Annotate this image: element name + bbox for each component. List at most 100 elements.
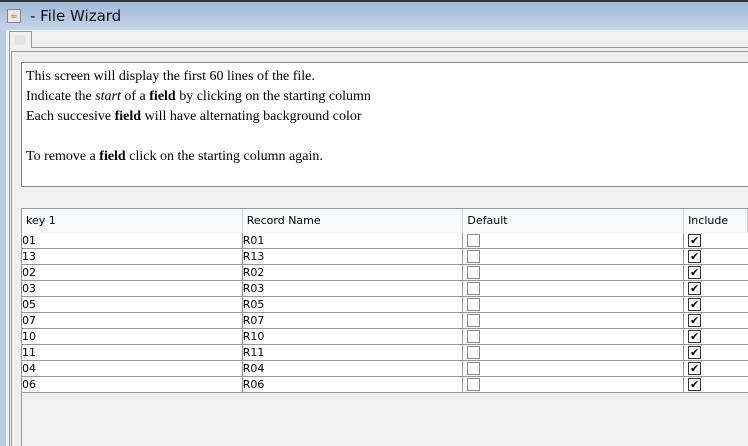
include-checkbox[interactable]: ✔ bbox=[688, 282, 702, 295]
title-bar: ☕ - File Wizard bbox=[0, 0, 748, 30]
text-segment: start bbox=[95, 89, 121, 104]
key-cell[interactable]: 02 bbox=[22, 265, 243, 280]
text-segment: Indicate the bbox=[26, 89, 96, 104]
default-cell[interactable] bbox=[463, 297, 685, 312]
default-cell[interactable] bbox=[463, 329, 685, 344]
default-checkbox[interactable] bbox=[467, 378, 481, 391]
record-name-cell[interactable]: R02 bbox=[243, 265, 464, 280]
key-cell[interactable]: 05 bbox=[22, 297, 243, 312]
default-cell[interactable] bbox=[463, 361, 685, 376]
default-checkbox[interactable] bbox=[467, 346, 481, 359]
table-row[interactable]: 02 R02 ✔ bbox=[22, 265, 748, 281]
records-table: key 1 Record Name Default Include 01 R01… bbox=[21, 208, 748, 446]
key-cell[interactable]: 03 bbox=[22, 281, 243, 296]
text-segment: field bbox=[99, 149, 126, 164]
text-segment: click on the starting column again. bbox=[125, 149, 323, 164]
default-cell[interactable] bbox=[463, 345, 685, 360]
table-row[interactable]: 05 R05 ✔ bbox=[22, 297, 748, 313]
key-cell[interactable]: 04 bbox=[22, 361, 243, 376]
tab-icon bbox=[15, 35, 25, 45]
instruction-line bbox=[26, 127, 744, 147]
include-cell[interactable]: ✔ bbox=[684, 265, 748, 280]
text-segment: will have alternating background color bbox=[141, 109, 362, 124]
include-cell[interactable]: ✔ bbox=[684, 329, 748, 344]
tab[interactable] bbox=[9, 31, 32, 48]
table-row[interactable]: 13 R13 ✔ bbox=[22, 249, 748, 265]
table-row[interactable]: 01 R01 ✔ bbox=[22, 233, 748, 249]
default-checkbox[interactable] bbox=[467, 266, 481, 279]
default-checkbox[interactable] bbox=[467, 314, 481, 327]
default-checkbox[interactable] bbox=[467, 298, 481, 311]
window-title: - File Wizard bbox=[30, 7, 122, 25]
include-checkbox[interactable]: ✔ bbox=[688, 362, 702, 375]
record-name-cell[interactable]: R10 bbox=[243, 329, 464, 344]
text-segment: field bbox=[149, 89, 176, 104]
default-cell[interactable] bbox=[463, 377, 685, 392]
default-checkbox[interactable] bbox=[467, 250, 481, 263]
default-cell[interactable] bbox=[463, 249, 685, 264]
column-header-record-name[interactable]: Record Name bbox=[243, 209, 464, 233]
key-cell[interactable]: 11 bbox=[22, 345, 243, 360]
record-name-cell[interactable]: R11 bbox=[243, 345, 464, 360]
include-cell[interactable]: ✔ bbox=[684, 297, 748, 312]
default-cell[interactable] bbox=[463, 265, 685, 280]
include-checkbox[interactable]: ✔ bbox=[688, 346, 702, 359]
include-cell[interactable]: ✔ bbox=[684, 377, 748, 392]
default-cell[interactable] bbox=[463, 233, 685, 248]
column-header-key[interactable]: key 1 bbox=[22, 209, 243, 233]
include-checkbox[interactable]: ✔ bbox=[688, 330, 702, 343]
key-cell[interactable]: 13 bbox=[22, 249, 243, 264]
key-cell[interactable]: 07 bbox=[22, 313, 243, 328]
instruction-line: To remove a field click on the starting … bbox=[26, 147, 744, 167]
include-checkbox[interactable]: ✔ bbox=[688, 298, 702, 311]
table-row[interactable]: 03 R03 ✔ bbox=[22, 281, 748, 297]
default-cell[interactable] bbox=[463, 313, 685, 328]
text-segment: This screen will display the first 60 li… bbox=[26, 69, 315, 84]
text-segment: Each succesive bbox=[26, 109, 115, 124]
record-name-cell[interactable]: R06 bbox=[243, 377, 464, 392]
include-cell[interactable]: ✔ bbox=[684, 313, 748, 328]
default-checkbox[interactable] bbox=[467, 330, 481, 343]
java-icon[interactable]: ☕ bbox=[7, 9, 21, 23]
include-checkbox[interactable]: ✔ bbox=[688, 378, 702, 391]
include-cell[interactable]: ✔ bbox=[684, 233, 748, 248]
include-checkbox[interactable]: ✔ bbox=[688, 314, 702, 327]
text-segment: To remove a bbox=[26, 149, 100, 164]
table-header: key 1 Record Name Default Include bbox=[22, 209, 748, 233]
table-row[interactable]: 11 R11 ✔ bbox=[22, 345, 748, 361]
include-cell[interactable]: ✔ bbox=[684, 345, 748, 360]
record-name-cell[interactable]: R05 bbox=[243, 297, 464, 312]
text-segment: of a bbox=[120, 89, 150, 104]
key-cell[interactable]: 06 bbox=[22, 377, 243, 392]
default-checkbox[interactable] bbox=[467, 362, 481, 375]
text-segment: by clicking on the starting column bbox=[175, 89, 371, 104]
key-cell[interactable]: 10 bbox=[22, 329, 243, 344]
include-cell[interactable]: ✔ bbox=[684, 281, 748, 296]
default-checkbox[interactable] bbox=[467, 234, 481, 247]
instructions-text: This screen will display the first 60 li… bbox=[21, 62, 748, 187]
record-name-cell[interactable]: R01 bbox=[243, 233, 464, 248]
table-row[interactable]: 10 R10 ✔ bbox=[22, 329, 748, 345]
include-checkbox[interactable]: ✔ bbox=[688, 250, 702, 263]
default-cell[interactable] bbox=[463, 281, 685, 296]
key-cell[interactable]: 01 bbox=[22, 233, 243, 248]
text-segment: field bbox=[114, 109, 142, 124]
record-name-cell[interactable]: R07 bbox=[243, 313, 464, 328]
instruction-line: Each succesive field will have alternati… bbox=[26, 107, 744, 127]
record-name-cell[interactable]: R13 bbox=[243, 249, 464, 264]
table-row[interactable]: 06 R06 ✔ bbox=[22, 377, 748, 393]
record-name-cell[interactable]: R04 bbox=[243, 361, 464, 376]
default-checkbox[interactable] bbox=[467, 282, 481, 295]
include-checkbox[interactable]: ✔ bbox=[688, 234, 702, 247]
instruction-line: This screen will display the first 60 li… bbox=[26, 67, 744, 87]
inner-panel bbox=[11, 51, 748, 446]
include-checkbox[interactable]: ✔ bbox=[688, 266, 702, 279]
include-cell[interactable]: ✔ bbox=[684, 249, 748, 264]
include-cell[interactable]: ✔ bbox=[684, 361, 748, 376]
table-row[interactable]: 04 R04 ✔ bbox=[22, 361, 748, 377]
instruction-line: Indicate the start of a field by clickin… bbox=[26, 87, 744, 107]
column-header-default[interactable]: Default bbox=[463, 209, 685, 233]
column-header-include[interactable]: Include bbox=[684, 209, 748, 233]
table-row[interactable]: 07 R07 ✔ bbox=[22, 313, 748, 329]
record-name-cell[interactable]: R03 bbox=[243, 281, 464, 296]
